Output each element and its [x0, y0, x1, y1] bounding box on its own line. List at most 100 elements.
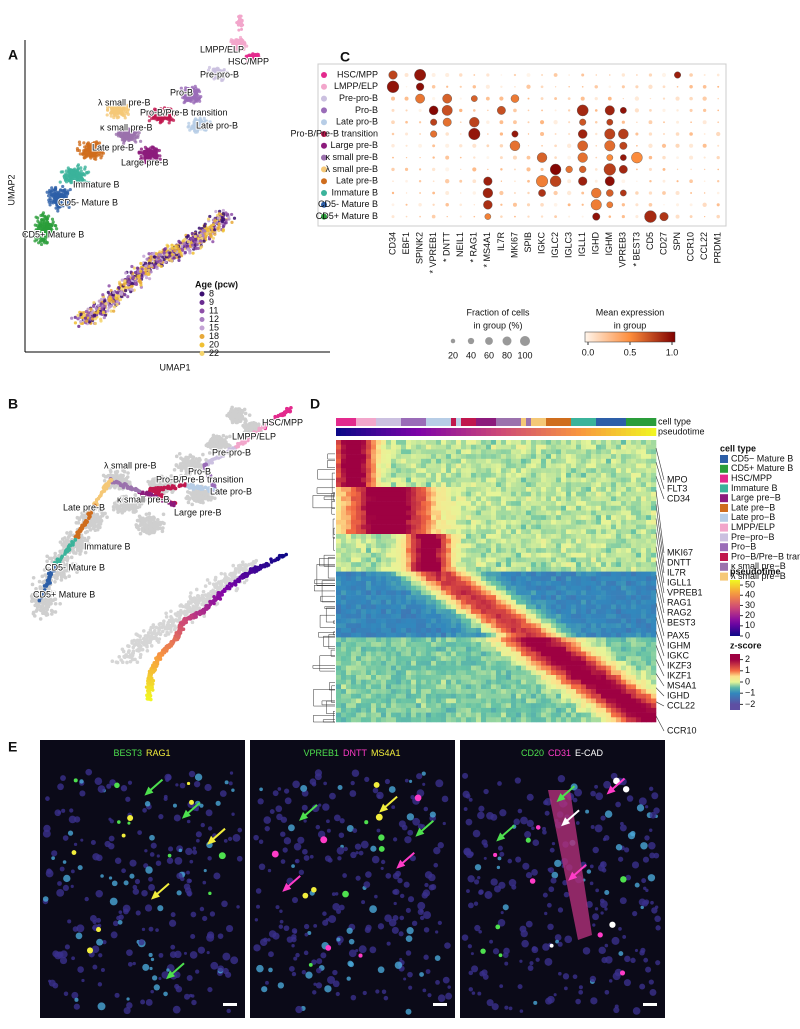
cell-point	[33, 614, 37, 618]
cell-point	[230, 221, 233, 224]
cell-point	[37, 241, 40, 244]
cell-point	[140, 276, 143, 279]
cell-point	[35, 602, 39, 606]
cell-point	[194, 247, 197, 250]
cell-point	[147, 252, 150, 255]
cell-point	[38, 221, 41, 224]
cell-point	[182, 239, 185, 242]
cell-point	[203, 229, 206, 232]
cell-point	[85, 310, 88, 313]
panel-letter: A	[8, 47, 18, 63]
cell-point	[234, 569, 238, 573]
cell-point	[206, 229, 209, 232]
cell-point	[198, 90, 201, 93]
cell-point	[111, 474, 115, 478]
cell-point	[186, 244, 189, 247]
cell-point	[151, 516, 155, 520]
cell-point	[206, 232, 209, 235]
cell-point	[90, 523, 94, 527]
cell-point	[108, 299, 111, 302]
cell-point	[86, 171, 89, 174]
cell-point	[85, 152, 88, 155]
cell-point	[124, 134, 127, 137]
cell-point	[124, 271, 127, 274]
cell-point	[92, 526, 96, 530]
cell-point	[237, 415, 241, 419]
cell-point	[226, 213, 229, 216]
cell-point	[233, 217, 236, 220]
cell-point	[160, 265, 163, 268]
cell-point	[133, 643, 137, 647]
cell-point	[243, 581, 247, 585]
cluster-label: Pre-pro-B	[200, 69, 239, 79]
cell-point	[113, 305, 116, 308]
cell-point	[198, 497, 202, 501]
cell-point	[197, 97, 200, 100]
cell-point	[96, 528, 100, 532]
cell-point	[116, 300, 119, 303]
cell-point	[130, 265, 133, 268]
cell-point	[150, 631, 154, 635]
cell-point	[67, 166, 70, 169]
cell-point	[72, 550, 76, 554]
cell-point	[145, 276, 148, 279]
cell-point	[139, 151, 142, 154]
cluster-label: CD5+ Mature B	[22, 229, 84, 239]
cell-point	[122, 505, 126, 509]
cell-point	[117, 655, 121, 659]
cell-point	[59, 188, 62, 191]
cell-point	[124, 289, 127, 292]
cell-point	[40, 220, 43, 223]
cell-point	[114, 471, 118, 475]
cell-point	[147, 631, 151, 635]
cell-point	[237, 570, 241, 574]
cell-point	[239, 21, 242, 24]
cell-point	[220, 583, 224, 587]
cluster-label: Late pre-B	[92, 142, 134, 152]
cell-point	[130, 288, 133, 291]
cell-point	[132, 276, 135, 279]
cell-point	[217, 216, 220, 219]
cell-point	[194, 85, 197, 88]
cell-point	[108, 295, 111, 298]
legend-title: Age (pcw)	[195, 279, 238, 289]
panel-letter: B	[8, 396, 18, 412]
cell-point	[151, 145, 154, 148]
cell-point	[150, 644, 154, 648]
cluster-label: Immature B	[73, 179, 120, 189]
cell-point	[209, 225, 212, 228]
cell-point	[153, 629, 157, 633]
cell-point	[144, 146, 147, 149]
cell-point	[194, 461, 198, 465]
cell-point	[175, 464, 179, 468]
cell-point	[195, 457, 199, 461]
cell-point	[127, 280, 130, 283]
cell-point	[89, 308, 92, 311]
cell-point	[224, 221, 227, 224]
legend-swatch	[200, 343, 205, 348]
cell-point	[45, 241, 48, 244]
cell-point	[191, 496, 195, 500]
cell-point	[111, 659, 115, 663]
cell-point	[127, 275, 130, 278]
cell-point	[69, 188, 72, 191]
cell-point	[91, 517, 95, 521]
cell-point	[85, 530, 89, 534]
cell-point	[78, 141, 81, 144]
cell-point	[86, 148, 89, 151]
cell-point	[82, 141, 85, 144]
cell-point	[65, 541, 69, 545]
cell-point	[148, 639, 152, 643]
cell-point	[199, 234, 202, 237]
cell-point	[216, 227, 219, 230]
cell-point	[63, 188, 66, 191]
cell-point	[240, 28, 243, 31]
cell-point	[222, 228, 225, 231]
cell-point	[196, 603, 200, 607]
cell-point	[122, 650, 126, 654]
cell-point	[139, 655, 143, 659]
cell-point	[139, 532, 143, 536]
cell-point	[208, 451, 212, 455]
cell-point	[82, 314, 85, 317]
cell-point	[141, 527, 145, 531]
